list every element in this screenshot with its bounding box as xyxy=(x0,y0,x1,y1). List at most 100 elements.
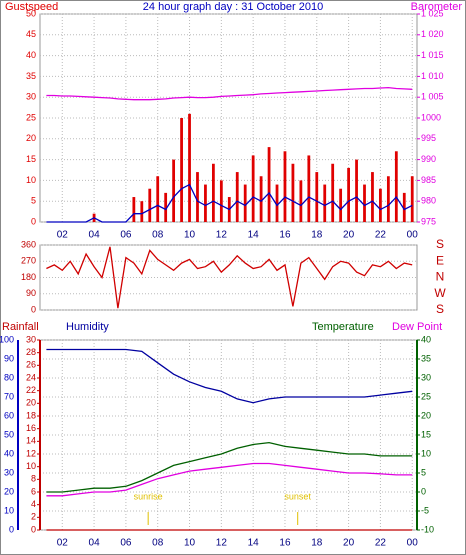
y2-tick-label: 10 xyxy=(421,448,431,458)
y-tick-label: 20 xyxy=(26,133,36,143)
y-tick-label: 10 xyxy=(26,175,36,185)
bar xyxy=(259,176,263,222)
x-tick-label: 12 xyxy=(216,538,228,549)
y-tick-label: 50 xyxy=(4,429,14,439)
y2-tick-label: 0 xyxy=(421,486,426,496)
y2-tick-label: 1 015 xyxy=(421,50,444,60)
series-line xyxy=(46,348,413,404)
bar xyxy=(132,197,136,222)
bar xyxy=(323,184,327,222)
y2-tick-label: 980 xyxy=(421,196,436,206)
y2-tick-label: 1 005 xyxy=(421,92,444,102)
y-tick-label: 360 xyxy=(21,239,36,249)
x-tick-label: 20 xyxy=(343,538,355,549)
bar xyxy=(219,180,223,222)
legend-label: Dew Point xyxy=(392,321,442,333)
y3-tick-label: 16 xyxy=(26,423,36,433)
bar xyxy=(331,163,335,222)
x-tick-label: 08 xyxy=(152,230,164,241)
bar xyxy=(291,163,295,222)
bar xyxy=(243,184,247,222)
y-tick-label: 50 xyxy=(26,8,36,18)
x-tick-label: 14 xyxy=(248,230,260,241)
direction-label: S xyxy=(436,302,444,316)
y2-tick-label: 985 xyxy=(421,175,436,185)
y2-tick-label: 995 xyxy=(421,133,436,143)
x-tick-label: 16 xyxy=(279,538,291,549)
bar xyxy=(402,192,406,222)
bar xyxy=(251,155,255,222)
bar xyxy=(394,151,398,222)
y2-tick-label: 25 xyxy=(421,391,431,401)
y2-tick-label: 20 xyxy=(421,410,431,420)
series-line xyxy=(46,183,413,223)
bar xyxy=(172,159,176,222)
x-tick-label: 22 xyxy=(375,538,387,549)
x-tick-label: 18 xyxy=(311,538,323,549)
y-tick-label: 35 xyxy=(26,71,36,81)
y3-tick-label: 28 xyxy=(26,347,36,357)
y2-tick-label: 5 xyxy=(421,467,426,477)
y2-tick-label: 15 xyxy=(421,429,431,439)
y3-tick-label: 10 xyxy=(26,461,36,471)
x-tick-label: 22 xyxy=(375,230,387,241)
y2-tick-label: 975 xyxy=(421,216,436,226)
y2-tick-label: 1 010 xyxy=(421,71,444,81)
x-tick-label: 10 xyxy=(184,538,196,549)
y-tick-label: 0 xyxy=(31,216,36,226)
legend-label: Gustspeed xyxy=(5,1,58,13)
bar xyxy=(188,113,191,222)
y-tick-label: 100 xyxy=(0,334,14,344)
bar xyxy=(307,155,311,222)
y2-tick-label: 1 020 xyxy=(421,29,444,39)
y-tick-label: 0 xyxy=(9,524,14,534)
y2-tick-label: -10 xyxy=(421,524,434,534)
bar xyxy=(299,180,303,222)
bar xyxy=(267,147,271,222)
series-line xyxy=(46,86,413,101)
chart-title: 24 hour graph day : 31 October 2010 xyxy=(143,1,323,13)
y2-tick-label: 35 xyxy=(421,353,431,363)
x-tick-label: 06 xyxy=(120,538,132,549)
y-tick-label: 270 xyxy=(21,256,36,266)
annotation: sunrise xyxy=(134,491,163,501)
series-line xyxy=(46,246,413,309)
y-tick-label: 40 xyxy=(4,448,14,458)
bar xyxy=(363,184,366,222)
x-tick-label: 00 xyxy=(407,230,419,241)
y3-tick-label: 24 xyxy=(26,372,36,382)
y3-tick-label: 0 xyxy=(31,524,36,534)
series-line xyxy=(46,441,413,493)
bar xyxy=(386,176,390,222)
bar xyxy=(371,172,374,222)
y2-tick-label: 30 xyxy=(421,372,431,382)
bar xyxy=(156,176,160,222)
y2-tick-label: 990 xyxy=(421,154,436,164)
y-tick-label: 90 xyxy=(26,288,36,298)
y-tick-label: 15 xyxy=(26,154,36,164)
plot-frame xyxy=(39,13,418,223)
direction-label: E xyxy=(436,253,444,267)
y-tick-label: 30 xyxy=(4,467,14,477)
x-tick-label: 18 xyxy=(311,230,323,241)
y3-tick-label: 6 xyxy=(31,486,36,496)
y3-tick-label: 8 xyxy=(31,474,36,484)
bar xyxy=(204,184,207,222)
x-tick-label: 04 xyxy=(89,230,101,241)
y-tick-label: 70 xyxy=(4,391,14,401)
legend-label: Barometer xyxy=(411,1,463,13)
bar xyxy=(347,167,350,222)
bar xyxy=(410,176,414,222)
x-tick-label: 14 xyxy=(248,538,260,549)
x-tick-label: 16 xyxy=(279,230,291,241)
x-tick-label: 06 xyxy=(120,230,132,241)
x-tick-label: 20 xyxy=(343,230,355,241)
bar xyxy=(235,172,239,222)
y-tick-label: 90 xyxy=(4,353,14,363)
bar xyxy=(275,184,279,222)
y-tick-label: 0 xyxy=(31,304,36,314)
direction-label: N xyxy=(436,270,445,284)
legend-label: Rainfall xyxy=(2,321,39,333)
y3-tick-label: 12 xyxy=(26,448,36,458)
